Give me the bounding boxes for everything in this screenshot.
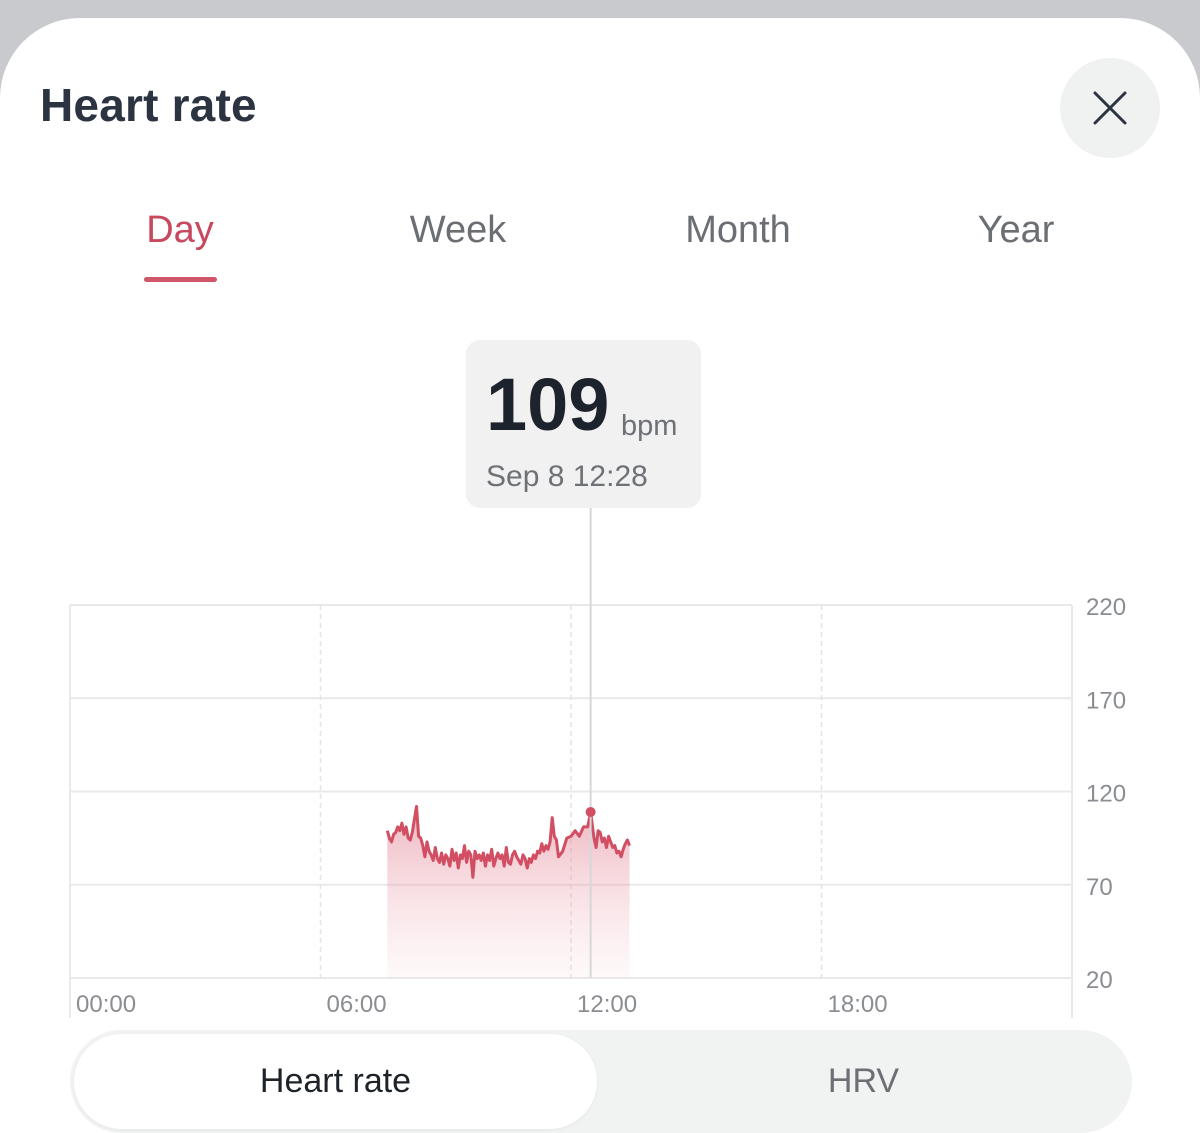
x-tick-label: 00:00 [76, 991, 136, 1018]
metric-segmented-control: Heart rate HRV [70, 1030, 1132, 1133]
segment-heart-rate[interactable]: Heart rate [74, 1034, 597, 1129]
tooltip-unit: bpm [621, 410, 678, 442]
tooltip-value: 109 [486, 363, 610, 446]
x-tick-label: 18:00 [828, 991, 888, 1018]
tab-month[interactable]: Month [685, 209, 791, 251]
y-tick-label: 220 [1086, 594, 1126, 621]
y-tick-label: 120 [1086, 781, 1126, 808]
tab-week[interactable]: Week [409, 209, 507, 251]
y-tick-label: 170 [1086, 687, 1126, 714]
y-tick-label: 20 [1086, 967, 1113, 994]
y-tick-label: 70 [1086, 874, 1113, 901]
heart-rate-area [387, 806, 630, 978]
tab-day[interactable]: Day [146, 209, 214, 251]
tab-year[interactable]: Year [977, 209, 1055, 251]
period-tabs: Day Week Month Year [0, 190, 1200, 300]
selection-point [585, 807, 596, 818]
value-tooltip: 109 bpm Sep 8 12:28 [466, 340, 701, 508]
heart-rate-chart[interactable]: 220 170 120 70 20 00:00 06:00 12:00 18:00 [0, 0, 1200, 1040]
close-button[interactable] [1060, 58, 1160, 158]
page-title: Heart rate [40, 79, 257, 131]
segment-hrv[interactable]: HRV [827, 1062, 900, 1100]
x-tick-label: 12:00 [577, 991, 637, 1018]
tooltip-date: Sep 8 12:28 [486, 460, 648, 493]
x-tick-label: 06:00 [327, 991, 387, 1018]
close-icon [1093, 91, 1127, 125]
active-tab-indicator [144, 277, 217, 282]
